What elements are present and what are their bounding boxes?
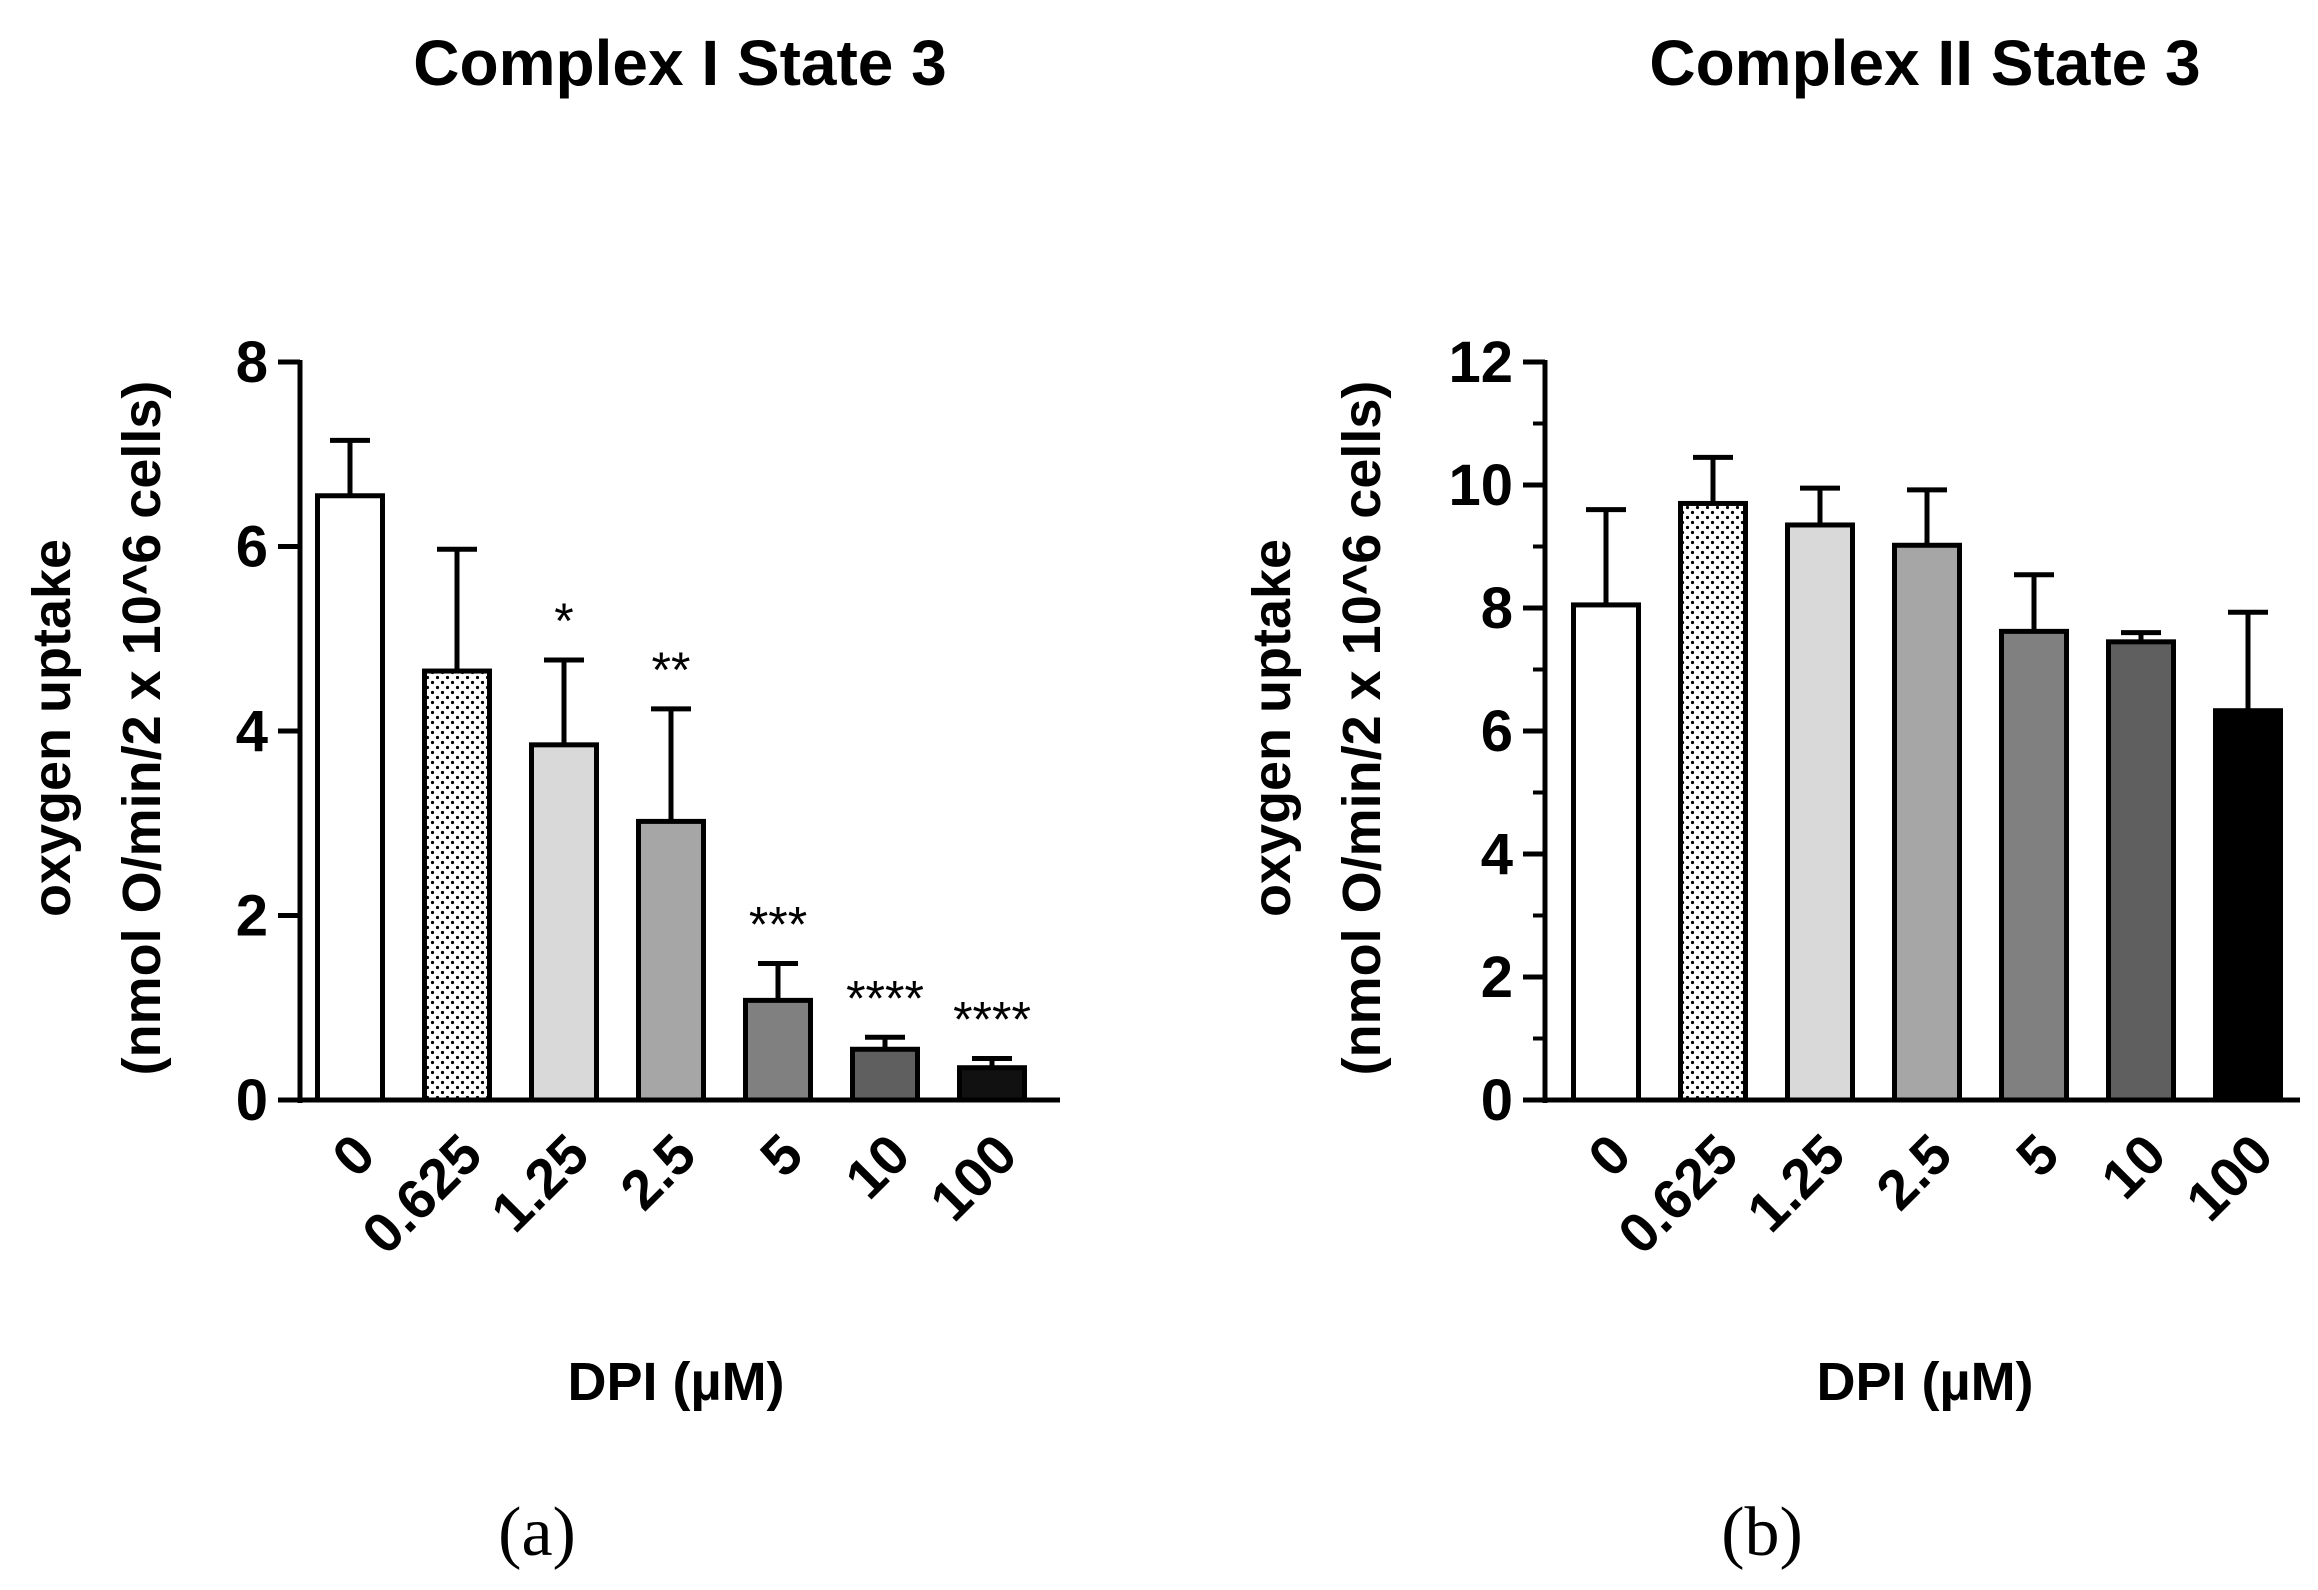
x-tick-label-a: 10 [833,1122,922,1211]
y-tick-label-b: 6 [1481,699,1513,764]
x-tick-label-a: 1.25 [479,1122,601,1244]
bar-a [743,997,813,1103]
chart-panel-b: Complex II State 3 oxygen uptake (nmol O… [1242,27,2300,1571]
x-tick-label-a: 2.5 [608,1122,708,1222]
y-tick-label-a: 8 [236,330,268,395]
bar-a [850,1046,920,1103]
y-axis-label-b-line1: oxygen uptake [1242,539,1302,917]
bar-a [422,668,492,1103]
x-tick-label-b: 0 [1576,1122,1643,1189]
bar-b [1785,522,1855,1103]
panel-label-b: (b) [1721,1494,1803,1571]
y-tick-label-b: 0 [1481,1068,1513,1133]
y-tick-label-b: 2 [1481,945,1513,1010]
x-tick-label-b: 5 [2004,1122,2071,1189]
y-tick-label-a: 6 [236,515,268,580]
y-tick-label-a: 0 [236,1068,268,1133]
chart-panel-a: Complex I State 3 oxygen uptake (nmol O/… [22,27,1060,1571]
y-tick-label-a: 2 [236,884,268,949]
y-tick-label-b: 10 [1448,453,1513,518]
y-tick-label-b: 12 [1448,330,1513,395]
y-axis-label-b-line2: (nmol O/min/2 x 10^6 cells) [1332,381,1392,1076]
panel-label-a: (a) [498,1494,576,1571]
bar-b [1999,628,2069,1103]
significance-marker-a: **** [953,991,1031,1047]
bar-a [636,818,706,1103]
x-tick-label-b: 100 [2174,1122,2285,1233]
x-tick-label-b: 1.25 [1735,1122,1857,1244]
y-tick-label-a: 4 [236,699,268,764]
x-tick-label-a: 100 [918,1122,1029,1233]
chart-title-b: Complex II State 3 [1649,27,2200,99]
bar-b [1892,542,1962,1103]
significance-marker-a: *** [749,896,807,952]
significance-marker-a: * [554,593,573,649]
x-tick-label-b: 10 [2089,1122,2178,1211]
bar-b [1571,602,1641,1103]
x-tick-label-b: 0.625 [1606,1122,1750,1266]
significance-marker-a: ** [652,642,691,698]
x-tick-label-a: 0 [320,1122,387,1189]
bar-b [2106,639,2176,1103]
bar-a [957,1065,1027,1103]
y-tick-label-b: 8 [1481,576,1513,641]
x-axis-label-b: DPI (µM) [1816,1352,2033,1412]
x-tick-label-a: 5 [748,1122,815,1189]
bar-a [529,742,599,1103]
x-tick-label-a: 0.625 [350,1122,494,1266]
bar-b [2213,708,2283,1103]
bar-a [315,493,385,1103]
chart-title-a: Complex I State 3 [413,27,947,99]
bar-b [1678,500,1748,1103]
x-tick-label-b: 2.5 [1864,1122,1964,1222]
y-tick-label-b: 4 [1481,822,1513,887]
y-axis-label-a-line1: oxygen uptake [22,539,82,917]
significance-marker-a: **** [846,970,924,1026]
x-axis-label-a: DPI (µM) [567,1352,784,1412]
y-axis-label-a-line2: (nmol O/min/2 x 10^6 cells) [112,381,172,1076]
